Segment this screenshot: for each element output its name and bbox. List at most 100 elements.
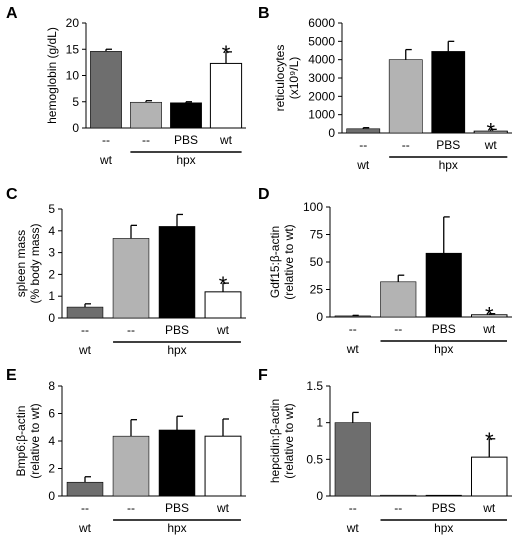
panel-e: E 0 2 4 6 8 Bmp6:β-actin (relative to wt) -- -- PB…	[6, 367, 246, 535]
bar	[334, 422, 371, 497]
significance-star: *	[486, 118, 495, 143]
y-tick-label: 0	[316, 310, 323, 324]
y-tick-label: 1	[316, 416, 323, 430]
bar	[431, 51, 466, 134]
y-tick-label: 2000	[308, 89, 335, 103]
bar	[425, 494, 462, 497]
bar	[170, 102, 202, 129]
category-label: --	[81, 501, 89, 515]
panel-letter: C	[6, 186, 18, 203]
panel-d: D 0 25 50 75 100 Gdf15:β-actin (relative to wt)…	[258, 186, 512, 356]
bar	[112, 238, 150, 319]
panel-f: F 0 0.5 1 1.5 hepcidin:β-actin (relative to wt…	[258, 367, 512, 535]
group-label-hpx: hpx	[167, 521, 186, 535]
category-label: wt	[219, 133, 233, 147]
y-tick-label: 2	[48, 267, 55, 281]
y-tick-label: 5	[48, 202, 55, 216]
y-axis-label: Gdf15:β-actin	[268, 226, 282, 298]
significance-star: *	[485, 303, 494, 328]
significance-star: *	[219, 272, 228, 297]
y-tick-label: 0	[328, 126, 335, 140]
y-tick-label: 1000	[308, 108, 335, 122]
group-label-wt: wt	[78, 521, 92, 535]
category-label: --	[142, 133, 150, 147]
group-label-wt: wt	[356, 158, 370, 172]
y-tick-label: 1	[48, 289, 55, 303]
y-tick-label: 1.5	[306, 379, 323, 393]
y-tick-label: 20	[66, 16, 80, 30]
y-tick-label: 4000	[308, 53, 335, 67]
bar	[425, 252, 462, 318]
significance-star: *	[485, 428, 494, 453]
bar	[204, 291, 242, 319]
group-label-hpx: hpx	[176, 153, 195, 167]
bar	[90, 51, 122, 129]
y-tick-label: 6	[48, 407, 55, 421]
bar	[204, 435, 242, 497]
y-tick-label: 100	[303, 200, 323, 214]
group-label-wt: wt	[99, 153, 113, 167]
y-tick-label: 8	[48, 379, 55, 393]
category-label: --	[127, 323, 135, 337]
y-tick-label: 4	[48, 434, 55, 448]
y-axis-label-units: (relative to wt)	[282, 403, 296, 478]
category-label: --	[127, 501, 135, 515]
panel-letter: B	[258, 5, 270, 22]
category-label: wt	[482, 322, 496, 336]
category-label: --	[349, 501, 357, 515]
category-label: wt	[484, 138, 498, 152]
bar	[112, 435, 150, 497]
panel-letter: A	[6, 5, 18, 22]
y-tick-label: 0	[48, 311, 55, 325]
bar	[471, 456, 508, 497]
bar	[158, 429, 196, 497]
category-label: PBS	[174, 133, 198, 147]
category-label: --	[349, 322, 357, 336]
y-tick-label: 0.5	[306, 452, 323, 466]
category-label: --	[102, 133, 110, 147]
category-label: PBS	[436, 138, 460, 152]
bar	[380, 281, 417, 318]
bar	[346, 128, 381, 134]
category-label: wt	[216, 323, 230, 337]
group-label-wt: wt	[346, 342, 360, 356]
significance-star: *	[222, 41, 231, 66]
category-label: --	[402, 138, 410, 152]
y-tick-label: 10	[66, 69, 80, 83]
bar	[380, 494, 417, 497]
y-tick-label: 0	[72, 121, 79, 135]
y-tick-label: 3	[48, 246, 55, 260]
y-axis-label-units: (relative to wt)	[282, 224, 296, 299]
y-axis-label: hepcidin:β-actin	[268, 399, 282, 483]
panel-b: B 0 1000 2000 3000 4000 5000 6000 reticulocytes(…	[258, 5, 512, 172]
category-label: --	[81, 323, 89, 337]
panel-letter: D	[258, 186, 270, 203]
panel-c: C 0 1 2 3 4 5 spleen mass (% body mass) -- -- PBS * w…	[6, 186, 246, 357]
group-label-hpx: hpx	[434, 521, 453, 535]
y-tick-label: 25	[310, 283, 324, 297]
bar	[334, 315, 371, 318]
category-label: PBS	[432, 322, 456, 336]
y-tick-label: 15	[66, 42, 80, 56]
bar	[158, 226, 196, 319]
category-label: --	[359, 138, 367, 152]
category-label: wt	[482, 501, 496, 515]
group-label-hpx: hpx	[439, 158, 458, 172]
y-tick-label: 3000	[308, 71, 335, 85]
y-tick-label: 5000	[308, 34, 335, 48]
panel-letter: E	[6, 367, 17, 384]
bar	[388, 59, 423, 134]
group-label-wt: wt	[78, 343, 92, 357]
bar	[130, 101, 162, 129]
y-axis-label-units: (relative to wt)	[28, 403, 42, 478]
y-tick-label: 0	[316, 489, 323, 503]
y-tick-label: 50	[310, 255, 324, 269]
y-axis-label-units: (% body mass)	[28, 223, 42, 303]
category-label: PBS	[165, 501, 189, 515]
category-label: PBS	[165, 323, 189, 337]
category-label: --	[394, 501, 402, 515]
y-axis-label: Bmp6:β-actin	[14, 406, 28, 477]
y-tick-label: 6000	[308, 16, 335, 30]
group-label-wt: wt	[346, 521, 360, 535]
